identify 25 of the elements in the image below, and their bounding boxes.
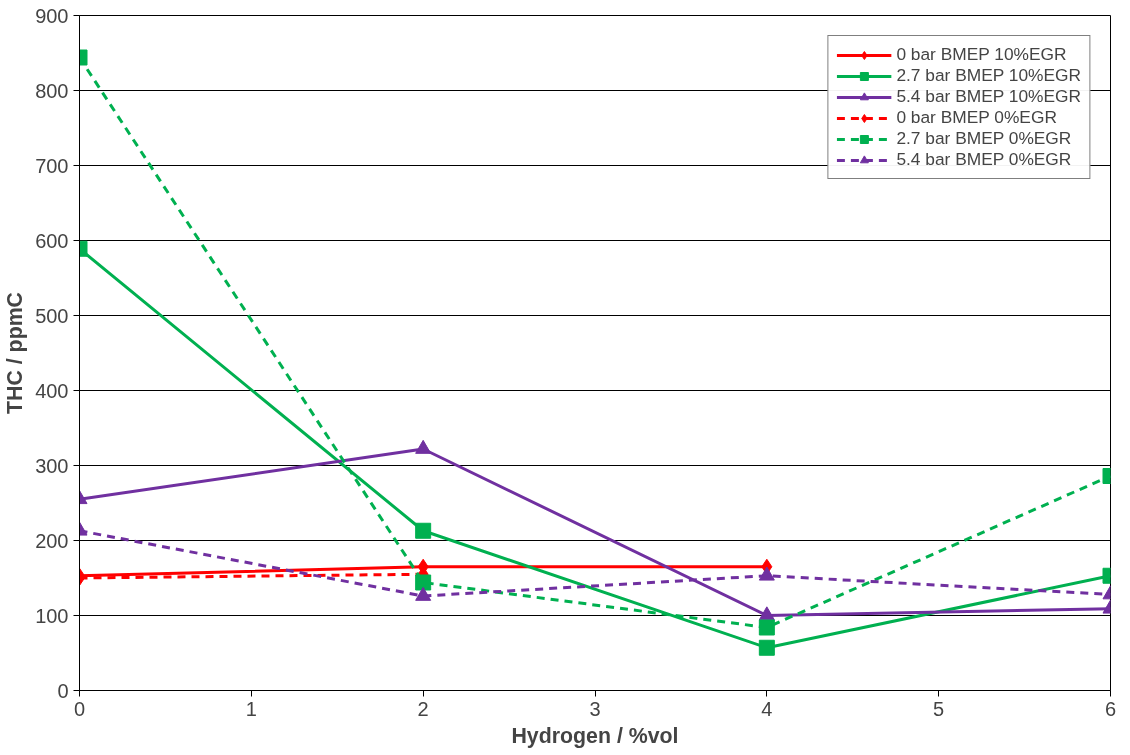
x-tick-label: 3 <box>589 697 601 720</box>
y-axis-title: THC / ppmC <box>3 291 28 415</box>
x-tick-label: 6 <box>1104 697 1117 720</box>
y-tick-label: 300 <box>35 454 69 477</box>
y-tick-label: 100 <box>35 604 69 627</box>
y-tick-label: 400 <box>35 379 69 402</box>
y-tick-label: 800 <box>35 79 69 102</box>
y-tick-label: 700 <box>35 154 69 177</box>
x-tick-label: 1 <box>245 697 257 720</box>
y-tick-label: 500 <box>35 304 69 327</box>
legend-label: 0 bar BMEP 0%EGR <box>896 107 1057 128</box>
legend-label: 2.7 bar BMEP 10%EGR <box>896 65 1081 86</box>
y-tick-label: 600 <box>35 229 69 252</box>
y-tick-label: 200 <box>35 529 69 552</box>
x-tick-label: 5 <box>933 697 945 720</box>
legend-label: 0 bar BMEP 10%EGR <box>896 44 1067 65</box>
y-tick-label: 0 <box>57 679 69 702</box>
x-tick-label: 2 <box>417 697 429 720</box>
y-tick-label: 900 <box>35 4 69 27</box>
x-tick-label: 4 <box>761 697 773 720</box>
legend-label: 2.7 bar BMEP 0%EGR <box>896 128 1072 149</box>
legend-label: 5.4 bar BMEP 10%EGR <box>896 86 1081 107</box>
x-tick-label: 0 <box>73 697 86 720</box>
x-axis-title: Hydrogen / %vol <box>511 723 679 748</box>
legend-label: 5.4 bar BMEP 0%EGR <box>896 149 1072 170</box>
